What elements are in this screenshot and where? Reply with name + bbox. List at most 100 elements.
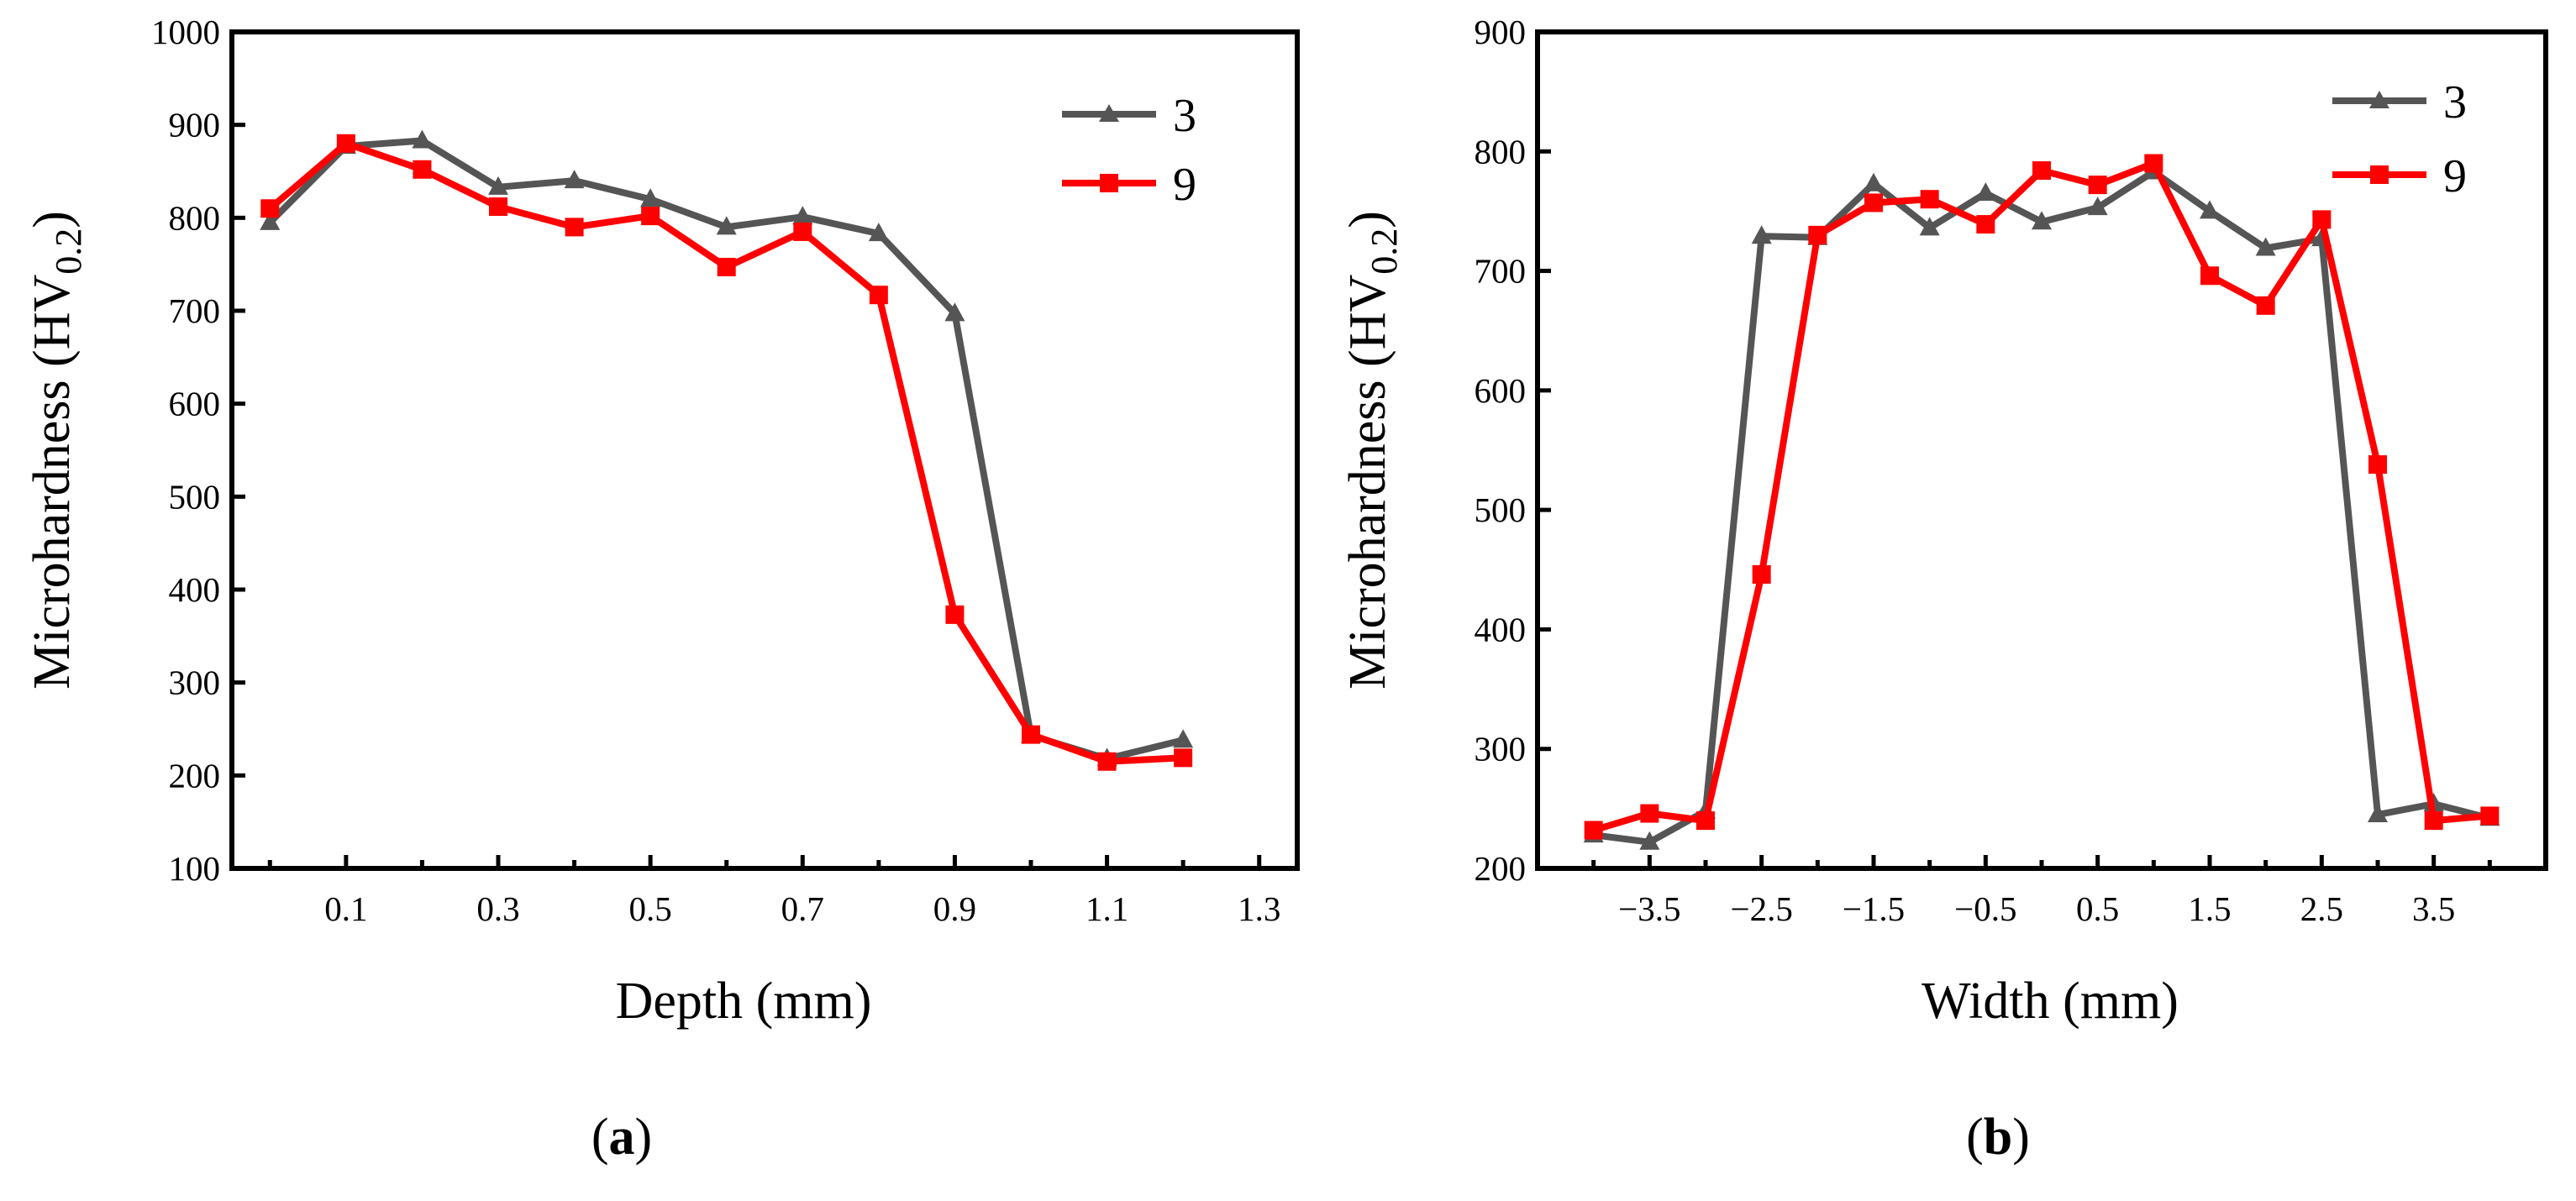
x-tick-label: 0.3: [476, 889, 519, 928]
series-group: [1583, 154, 2500, 850]
y-tick-label: 400: [1475, 610, 1527, 648]
plot-frame: [1535, 29, 2548, 871]
y-tick-label: 500: [169, 477, 221, 516]
x-tick-label: 0.7: [781, 889, 824, 928]
series-line-9: [267, 139, 1184, 765]
data-point-series-3: [1173, 729, 1194, 748]
legend-label-series-3: 3: [2443, 76, 2467, 128]
y-tick-label: 900: [169, 106, 221, 144]
data-point-series-9: [945, 605, 965, 624]
x-axis-ticks: −3.5 −2.5 −1.5 −0.5 0.5 1.5 2.5 3.5: [1591, 855, 2492, 928]
y-tick-label: 700: [169, 291, 221, 330]
data-point-series-9: [1022, 725, 1040, 744]
data-point-series-9: [1696, 811, 1715, 831]
data-point-series-9: [260, 199, 280, 218]
chart-panel-b: 200 300 400 500 600 700 800 900 −3.5 −2.5 −1.5 −0.…: [1339, 13, 2548, 1166]
data-point-series-9: [793, 222, 812, 241]
legend: 3 9: [2332, 76, 2467, 202]
y-axis-label: Microhardness (HV0.2): [1339, 211, 1405, 690]
panel-label-a: (a): [591, 1109, 652, 1166]
data-point-series-9: [1584, 821, 1603, 840]
plot-frame: [229, 29, 1300, 871]
data-point-series-3: [2368, 803, 2388, 822]
data-point-series-9: [1640, 804, 1659, 823]
x-tick-label: 1.5: [2188, 889, 2231, 928]
x-tick-label: −0.5: [1954, 889, 2016, 928]
y-tick-label: 700: [1475, 252, 1527, 291]
x-tick-label: −1.5: [1843, 889, 1905, 928]
data-point-series-3: [1864, 172, 1884, 191]
y-tick-label: 800: [169, 198, 221, 237]
x-axis-ticks: 0.1 0.3 0.5 0.7 0.9 1.1 1.3: [267, 855, 1280, 928]
data-point-series-9: [717, 257, 736, 276]
y-tick-label: 200: [1475, 849, 1527, 888]
data-point-series-9: [2144, 154, 2163, 173]
data-point-series-9: [1976, 215, 1995, 234]
data-point-series-9: [641, 207, 660, 226]
x-tick-label: 0.9: [933, 889, 976, 928]
data-point-series-9: [2480, 806, 2500, 826]
series-group: [260, 129, 1194, 771]
data-point-series-3: [716, 216, 737, 235]
data-point-series-3: [1919, 217, 1940, 236]
data-point-series-9: [2312, 210, 2332, 229]
y-tick-label: 100: [169, 849, 221, 888]
legend-label-series-9: 9: [2443, 150, 2467, 202]
data-point-series-3: [260, 211, 281, 230]
data-point-series-3: [2032, 211, 2052, 230]
data-point-series-9: [565, 218, 584, 237]
data-point-series-3: [944, 302, 965, 322]
y-tick-label: 300: [169, 663, 221, 702]
series-line-9: [1592, 160, 2490, 834]
x-tick-label: 0.5: [2076, 889, 2119, 928]
y-axis-ticks: 200 300 400 500 600 700 800 900: [1475, 13, 1551, 888]
data-point-series-3: [640, 188, 661, 207]
data-point-series-9: [1920, 190, 1939, 209]
data-point-series-3: [2087, 197, 2108, 216]
data-point-series-9: [2256, 296, 2275, 315]
data-point-series-3: [564, 170, 585, 189]
x-tick-label: −3.5: [1618, 889, 1680, 928]
y-tick-label: 800: [1475, 132, 1527, 170]
y-axis-label: Microhardness (HV0.2): [24, 211, 89, 690]
data-point-series-9: [1808, 225, 1827, 244]
data-point-series-9: [1752, 564, 1771, 584]
legend-marker-series-9: [1100, 174, 1118, 192]
y-axis-ticks: 100 200 300 400 500 600 700 800 900 1000: [151, 13, 245, 888]
panel-label-b: (b): [1966, 1109, 2030, 1166]
y-tick-label: 1000: [151, 13, 220, 51]
legend-marker-series-3: [2369, 91, 2389, 108]
data-point-series-9: [2032, 161, 2051, 181]
legend-marker-series-9: [2370, 165, 2389, 184]
data-point-series-9: [1864, 193, 1883, 212]
legend: 3 9: [1062, 90, 1196, 211]
data-point-series-9: [489, 197, 507, 217]
y-tick-label: 600: [169, 385, 221, 423]
data-point-series-3: [1975, 182, 1996, 202]
data-point-series-3: [2200, 200, 2220, 219]
data-point-series-9: [2424, 811, 2443, 831]
x-tick-label: 0.5: [629, 889, 672, 928]
data-point-series-9: [869, 286, 888, 305]
data-point-series-9: [1097, 752, 1117, 771]
data-point-series-9: [1174, 748, 1193, 768]
data-point-series-9: [2368, 455, 2387, 475]
y-tick-label: 200: [169, 756, 221, 795]
data-point-series-9: [2088, 176, 2107, 195]
data-point-series-3: [488, 176, 508, 195]
data-point-series-3: [412, 129, 433, 149]
data-point-series-3: [2255, 237, 2276, 256]
series-line-3: [1593, 168, 2491, 846]
x-axis-label: Depth (mm): [616, 973, 872, 1030]
y-tick-label: 500: [1475, 490, 1527, 529]
x-tick-label: −2.5: [1730, 889, 1792, 928]
x-tick-label: 2.5: [2300, 889, 2343, 928]
x-tick-label: 0.1: [324, 889, 367, 928]
data-point-series-9: [2200, 266, 2219, 286]
legend-label-series-3: 3: [1173, 90, 1196, 142]
data-point-series-3: [1639, 831, 1660, 850]
legend-marker-series-3: [1099, 104, 1119, 122]
data-point-series-9: [413, 160, 432, 179]
x-tick-label: 1.3: [1238, 889, 1280, 928]
